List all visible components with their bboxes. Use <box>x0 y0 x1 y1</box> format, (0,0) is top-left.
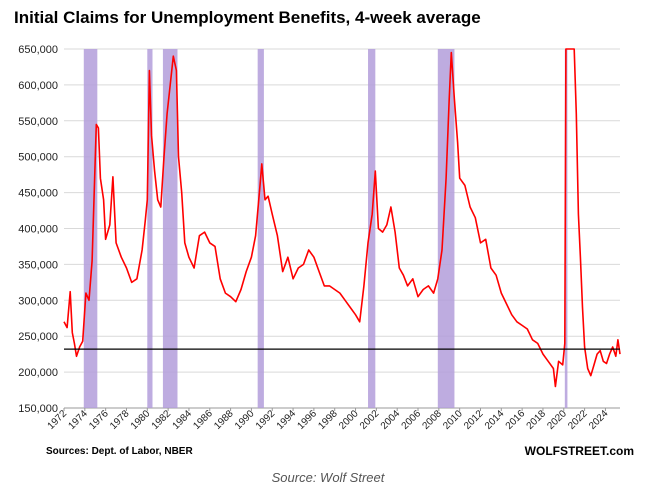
x-tick-label: 1976 <box>87 408 111 432</box>
x-tick-label: 1988 <box>212 408 236 432</box>
x-tick-label: 2010 <box>441 408 465 432</box>
x-tick-label: 1978 <box>108 408 132 432</box>
recession-band <box>83 49 98 408</box>
x-tick-label: 1992 <box>254 408 278 432</box>
x-tick-label: 2012 <box>462 408 486 432</box>
grid-lines <box>64 48 620 409</box>
x-tick-label: 2022 <box>566 408 590 432</box>
x-tick-label: 2008 <box>420 408 444 432</box>
y-tick-label: 250,000 <box>18 331 58 343</box>
x-tick-label: 2000 <box>337 408 361 432</box>
x-tick-label: 1998 <box>316 408 340 432</box>
chart-title: Initial Claims for Unemployment Benefits… <box>14 8 481 27</box>
y-tick-label: 600,000 <box>18 80 58 92</box>
x-tick-label: 1994 <box>275 408 299 432</box>
image-caption: Source: Wolf Street <box>271 470 385 485</box>
y-tick-label: 200,000 <box>18 367 58 379</box>
source-note: Sources: Dept. of Labor, NBER <box>46 446 193 457</box>
x-tick-label: 2020 <box>545 408 569 432</box>
recession-band <box>564 49 568 408</box>
x-axis-ticks: 1972197419761978198019821984198619881990… <box>46 408 611 432</box>
y-tick-label: 450,000 <box>18 188 58 200</box>
y-tick-label: 350,000 <box>18 259 58 271</box>
x-tick-label: 2002 <box>358 408 382 432</box>
x-tick-label: 1984 <box>171 408 195 432</box>
recession-band <box>437 49 455 408</box>
x-tick-label: 1990 <box>233 408 257 432</box>
x-tick-label: 2004 <box>379 408 403 432</box>
y-tick-label: 500,000 <box>18 152 58 164</box>
recession-band <box>162 49 178 408</box>
publisher-credit: WOLFSTREET.com <box>524 444 634 458</box>
x-tick-label: 1996 <box>295 408 319 432</box>
series-line <box>63 48 621 388</box>
x-tick-label: 2024 <box>587 408 611 432</box>
series-layer <box>63 48 621 388</box>
recession-band <box>368 49 376 408</box>
x-tick-label: 1986 <box>191 408 215 432</box>
y-axis-ticks: 150,000 200,000 250,000 300,000 350,000 400,0… <box>18 44 58 415</box>
y-tick-label: 400,000 <box>18 224 58 236</box>
x-tick-label: 2016 <box>504 408 528 432</box>
x-tick-label: 1974 <box>66 408 90 432</box>
x-tick-label: 2006 <box>400 408 424 432</box>
y-tick-label: 650,000 <box>18 44 58 56</box>
recession-band <box>147 49 153 408</box>
x-tick-label: 2018 <box>525 408 549 432</box>
x-tick-label: 1980 <box>129 408 153 432</box>
x-tick-label: 2014 <box>483 408 507 432</box>
x-tick-label: 1982 <box>150 408 174 432</box>
y-tick-label: 550,000 <box>18 116 58 128</box>
recession-band <box>257 49 264 408</box>
y-tick-label: 300,000 <box>18 295 58 307</box>
y-tick-label: 150,000 <box>18 403 58 415</box>
line-chart: 150,000 200,000 250,000 300,000 350,000 400,0… <box>18 44 621 432</box>
recession-bands <box>83 49 568 408</box>
